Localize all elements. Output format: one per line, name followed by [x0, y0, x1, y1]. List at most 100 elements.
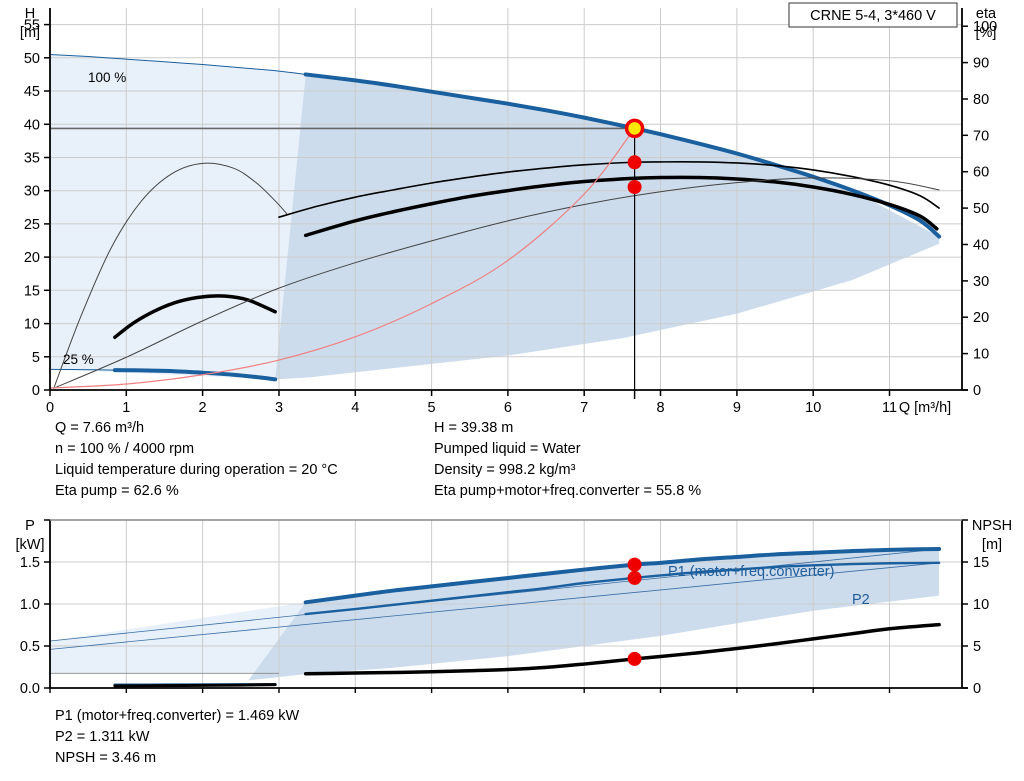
y-tick-label-right: 0 [973, 681, 981, 697]
y-tick-label-left: 30 [24, 184, 40, 200]
x-tick-label: 10 [805, 400, 821, 415]
y-axis-right-title: eta [976, 6, 997, 22]
x-axis-labels: 0 1 2 3 4 5 6 7 8 9 10 11 [46, 390, 897, 415]
envelope-light-band [50, 602, 306, 674]
curve-eta-pump-100 [303, 175, 939, 238]
y-tick-label-right: 90 [973, 56, 989, 72]
title-box-label: CRNE 5-4, 3*460 V [810, 8, 936, 24]
y-tick-label-right: 20 [973, 310, 989, 326]
x-tick-label: 6 [504, 400, 512, 415]
info-npsh: NPSH = 3.46 m [55, 750, 157, 766]
x-tick-label: 11 [882, 400, 897, 415]
duty-point-info-top: Q = 7.66 m³/h n = 100 % / 4000 rpm Liqui… [0, 418, 1024, 506]
duty-point-info-bottom: P1 (motor+freq.converter) = 1.469 kW P2 … [0, 706, 1024, 781]
y-tick-label-right: 5 [973, 639, 981, 655]
duty-point-markers [627, 557, 642, 666]
y-axis-left-labels: 0 5 10 15 20 25 30 35 40 45 50 55 [24, 18, 50, 399]
y-tick-label-right: 40 [973, 238, 989, 254]
p2-legend-label: P2 [852, 592, 870, 608]
y-tick-label-left: 20 [24, 250, 40, 266]
p1-legend-label: P1 (motor+freq.converter) [668, 564, 834, 580]
x-tick-label: 5 [428, 400, 436, 415]
envelope-guide-upper [49, 548, 940, 642]
y-axis-right-unit: [m] [982, 537, 1002, 553]
y-tick-label-right: 60 [973, 165, 989, 181]
envelope-main-band [248, 549, 940, 681]
duty-marker-p2 [627, 570, 642, 585]
y-tick-label-left: 50 [24, 51, 40, 67]
info-speed: n = 100 % / 4000 rpm [55, 441, 195, 457]
info-density: Density = 998.2 kg/m³ [434, 462, 576, 478]
curves [49, 54, 942, 389]
y-axis-left-labels: 0.0 0.5 1.0 1.5 [20, 519, 50, 697]
y-tick-label-left: 0 [32, 383, 40, 399]
y-tick-label-left: 0.5 [20, 639, 40, 655]
head-efficiency-chart: 0 5 10 15 20 25 30 35 40 45 50 55 H [m] 0 10 20 30 40 50 60 7… [20, 2, 997, 415]
y-tick-label-right: 80 [973, 92, 989, 108]
duty-info-left-column: Q = 7.66 m³/h n = 100 % / 4000 rpm Liqui… [55, 418, 338, 502]
y-tick-label-left: 1.5 [20, 555, 40, 571]
y-tick-label-right: 15 [973, 555, 989, 571]
info-eta-total: Eta pump+motor+freq.converter = 55.8 % [434, 483, 702, 499]
x-tick-label: 0 [46, 400, 54, 415]
y-axis-left-unit: [kW] [16, 537, 45, 553]
info-eta-pump: Eta pump = 62.6 % [55, 483, 179, 499]
duty-marker-npsh [627, 651, 642, 666]
duty-marker-head [624, 118, 645, 139]
power-info-column: P1 (motor+freq.converter) = 1.469 kW P2 … [55, 706, 299, 769]
curve-npsh-25 [113, 683, 277, 688]
operating-envelope [50, 549, 940, 681]
y-tick-label-right: 100 [973, 19, 997, 35]
title-box-frame [788, 2, 958, 28]
y-tick-label-left: 15 [24, 283, 40, 299]
y-tick-label-left: 5 [32, 350, 40, 366]
curve-system-red-curve [49, 127, 636, 389]
duty-point-markers [624, 118, 645, 194]
y-tick-label-right: 0 [973, 383, 981, 399]
envelope-guide-lower [49, 562, 940, 650]
x-tick-label: 8 [656, 400, 664, 415]
curve-eta-envelope-diagonal [53, 177, 940, 389]
curve-h-100 [303, 72, 942, 239]
y-tick-label-left: 40 [24, 117, 40, 133]
x-axis-title: Q [m³/h] [899, 400, 951, 415]
y-tick-label-left: 55 [24, 18, 40, 34]
x-tick-label: 4 [351, 400, 359, 415]
info-liquid-temperature: Liquid temperature during operation = 20… [55, 462, 338, 478]
envelope-main-band [275, 74, 940, 380]
info-pumped-liquid: Pumped liquid = Water [434, 441, 581, 457]
x-tick-label: 7 [580, 400, 588, 415]
y-tick-label-left: 10 [24, 317, 40, 333]
duty-marker-p1 [627, 557, 642, 572]
info-flow: Q = 7.66 m³/h [55, 420, 145, 436]
y-axis-left-unit: [m] [20, 25, 40, 41]
speed-25-label: 25 % [63, 352, 94, 367]
curve-h-25-thin [49, 368, 116, 371]
y-axis-right-labels: 0 10 20 30 40 50 60 70 80 90 100 [962, 19, 997, 399]
envelope-light-band [50, 54, 306, 380]
curve-eta-25-thin-inner [53, 162, 288, 389]
y-tick-label-right: 30 [973, 274, 989, 290]
y-tick-label-right: 50 [973, 201, 989, 217]
y-axis-right-labels: 0 5 10 15 [962, 519, 989, 697]
y-tick-label-left: 35 [24, 151, 40, 167]
y-tick-label-left: 45 [24, 84, 40, 100]
y-tick-label-right: 10 [973, 347, 989, 363]
x-tick-label: 3 [275, 400, 283, 415]
curve-eta-pump-25-thick [113, 294, 277, 339]
info-p1: P1 (motor+freq.converter) = 1.469 kW [55, 708, 300, 724]
y-tick-label-left: 25 [24, 217, 40, 233]
y-tick-label-right: 10 [973, 597, 989, 613]
curve-h-25-thick [112, 368, 278, 382]
info-head: H = 39.38 m [434, 420, 514, 436]
duty-info-right-column: H = 39.38 m Pumped liquid = Water Densit… [434, 418, 701, 502]
y-axis-right-unit: [%] [976, 25, 997, 41]
info-p2: P2 = 1.311 kW [55, 729, 150, 745]
y-tick-label-left: 1.0 [20, 597, 40, 613]
y-axis-left-title: H [25, 6, 35, 22]
speed-100-label: 100 % [88, 70, 126, 85]
x-tick-label: 2 [199, 400, 207, 415]
duty-marker-eta-total [627, 180, 642, 194]
x-tick-label: 9 [733, 400, 741, 415]
